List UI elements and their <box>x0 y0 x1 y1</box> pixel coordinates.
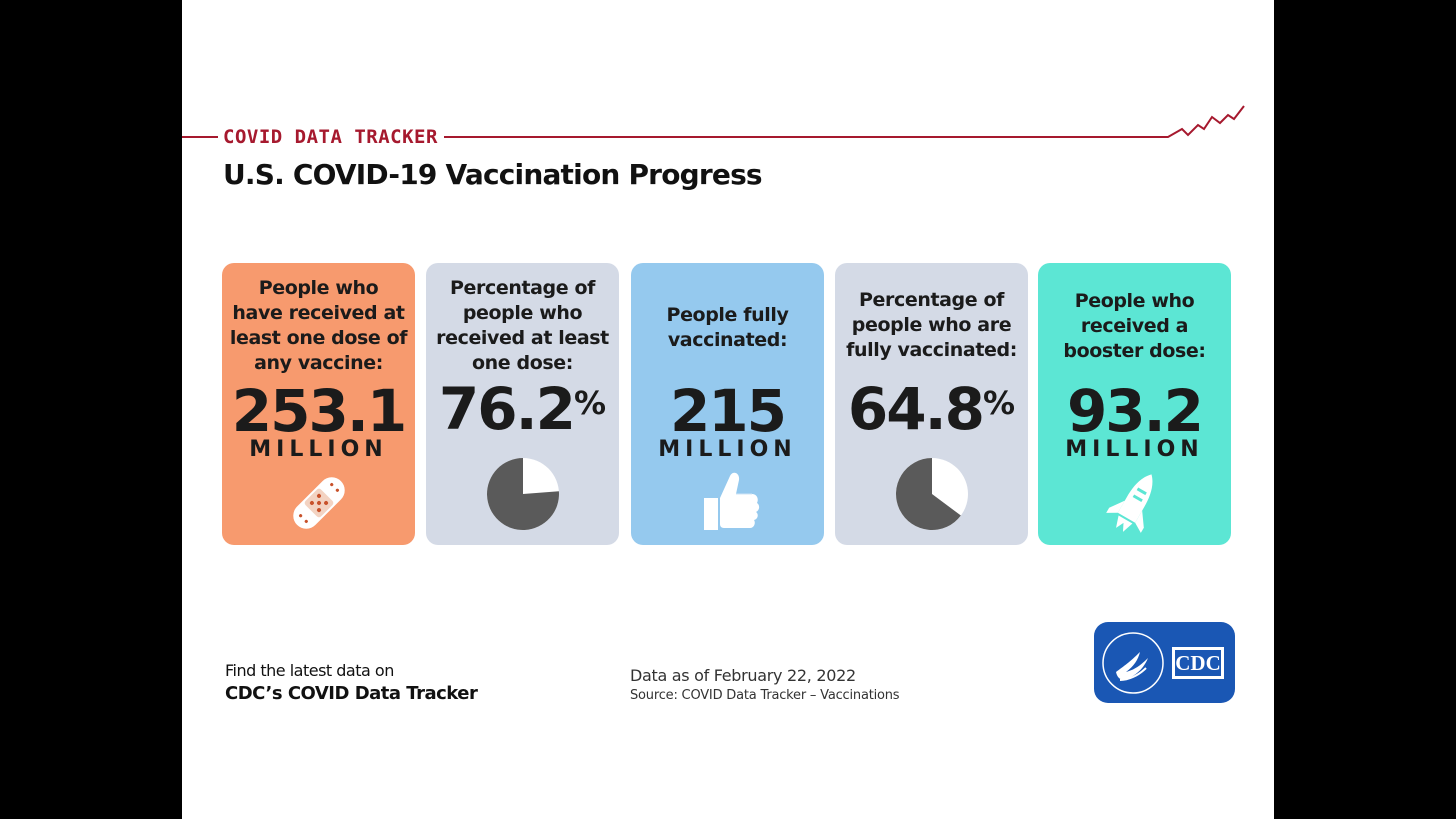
card-label: Percentage of people who are fully vaccina… <box>846 289 1017 361</box>
pie-filled-slice <box>486 458 559 530</box>
card-fully-vaccinated-percent: Percentage of people who are fully vaccina… <box>835 263 1028 545</box>
card-label: People who received a booster dose: <box>1063 290 1206 362</box>
cdc-logo: CDC <box>1094 622 1235 703</box>
pie-chart-icon <box>426 456 619 537</box>
pie-filled-slice <box>895 458 961 530</box>
pie-chart-icon <box>835 456 1028 537</box>
card-unit: MILLION <box>658 437 797 462</box>
tracker-trend-line <box>182 105 1245 138</box>
page-title: U.S. COVID-19 Vaccination Progress <box>223 158 763 191</box>
card-value: 64.8% <box>847 375 1016 443</box>
card-value: 215 <box>669 377 787 445</box>
footer-link-line2[interactable]: CDC’s COVID Data Tracker <box>225 683 478 704</box>
card-fully-vaccinated-count: People fully vaccinated: 215 MILLION <box>631 263 824 545</box>
card-label: People who have received at least one dose… <box>229 277 408 374</box>
footer-date-source: Data as of February 22, 2022 Source: COV… <box>630 665 900 705</box>
card-unit: MILLION <box>249 437 388 462</box>
footer-data-tracker-link[interactable]: Find the latest data on CDC’s COVID Data… <box>225 660 478 706</box>
card-unit: MILLION <box>1065 437 1204 462</box>
card-first-dose-percent: Percentage of people who received at least… <box>426 263 619 545</box>
card-label: People fully vaccinated: <box>666 304 789 351</box>
cdc-logo-text: CDC <box>1175 651 1221 675</box>
data-source: Source: COVID Data Tracker – Vaccination… <box>630 688 900 703</box>
hhs-seal-icon: CDC <box>1102 632 1224 694</box>
data-date: Data as of February 22, 2022 <box>630 666 856 685</box>
card-value: 76.2% <box>438 375 607 443</box>
rocket-icon <box>1038 468 1231 543</box>
card-value: 253.1 <box>231 377 407 445</box>
card-first-dose-count: People who have received at least one dose… <box>222 263 415 545</box>
bandage-icon <box>222 469 415 542</box>
card-value: 93.2 <box>1066 377 1204 445</box>
card-booster-count: People who received a booster dose: 93.2 M… <box>1038 263 1231 545</box>
tracker-label: COVID DATA TRACKER <box>218 125 444 149</box>
infographic-slide: COVID DATA TRACKER U.S. COVID-19 Vaccina… <box>182 0 1274 819</box>
thumbs-up-icon <box>631 468 824 539</box>
footer-link-line1: Find the latest data on <box>225 661 394 680</box>
card-label: Percentage of people who received at least… <box>436 277 609 374</box>
